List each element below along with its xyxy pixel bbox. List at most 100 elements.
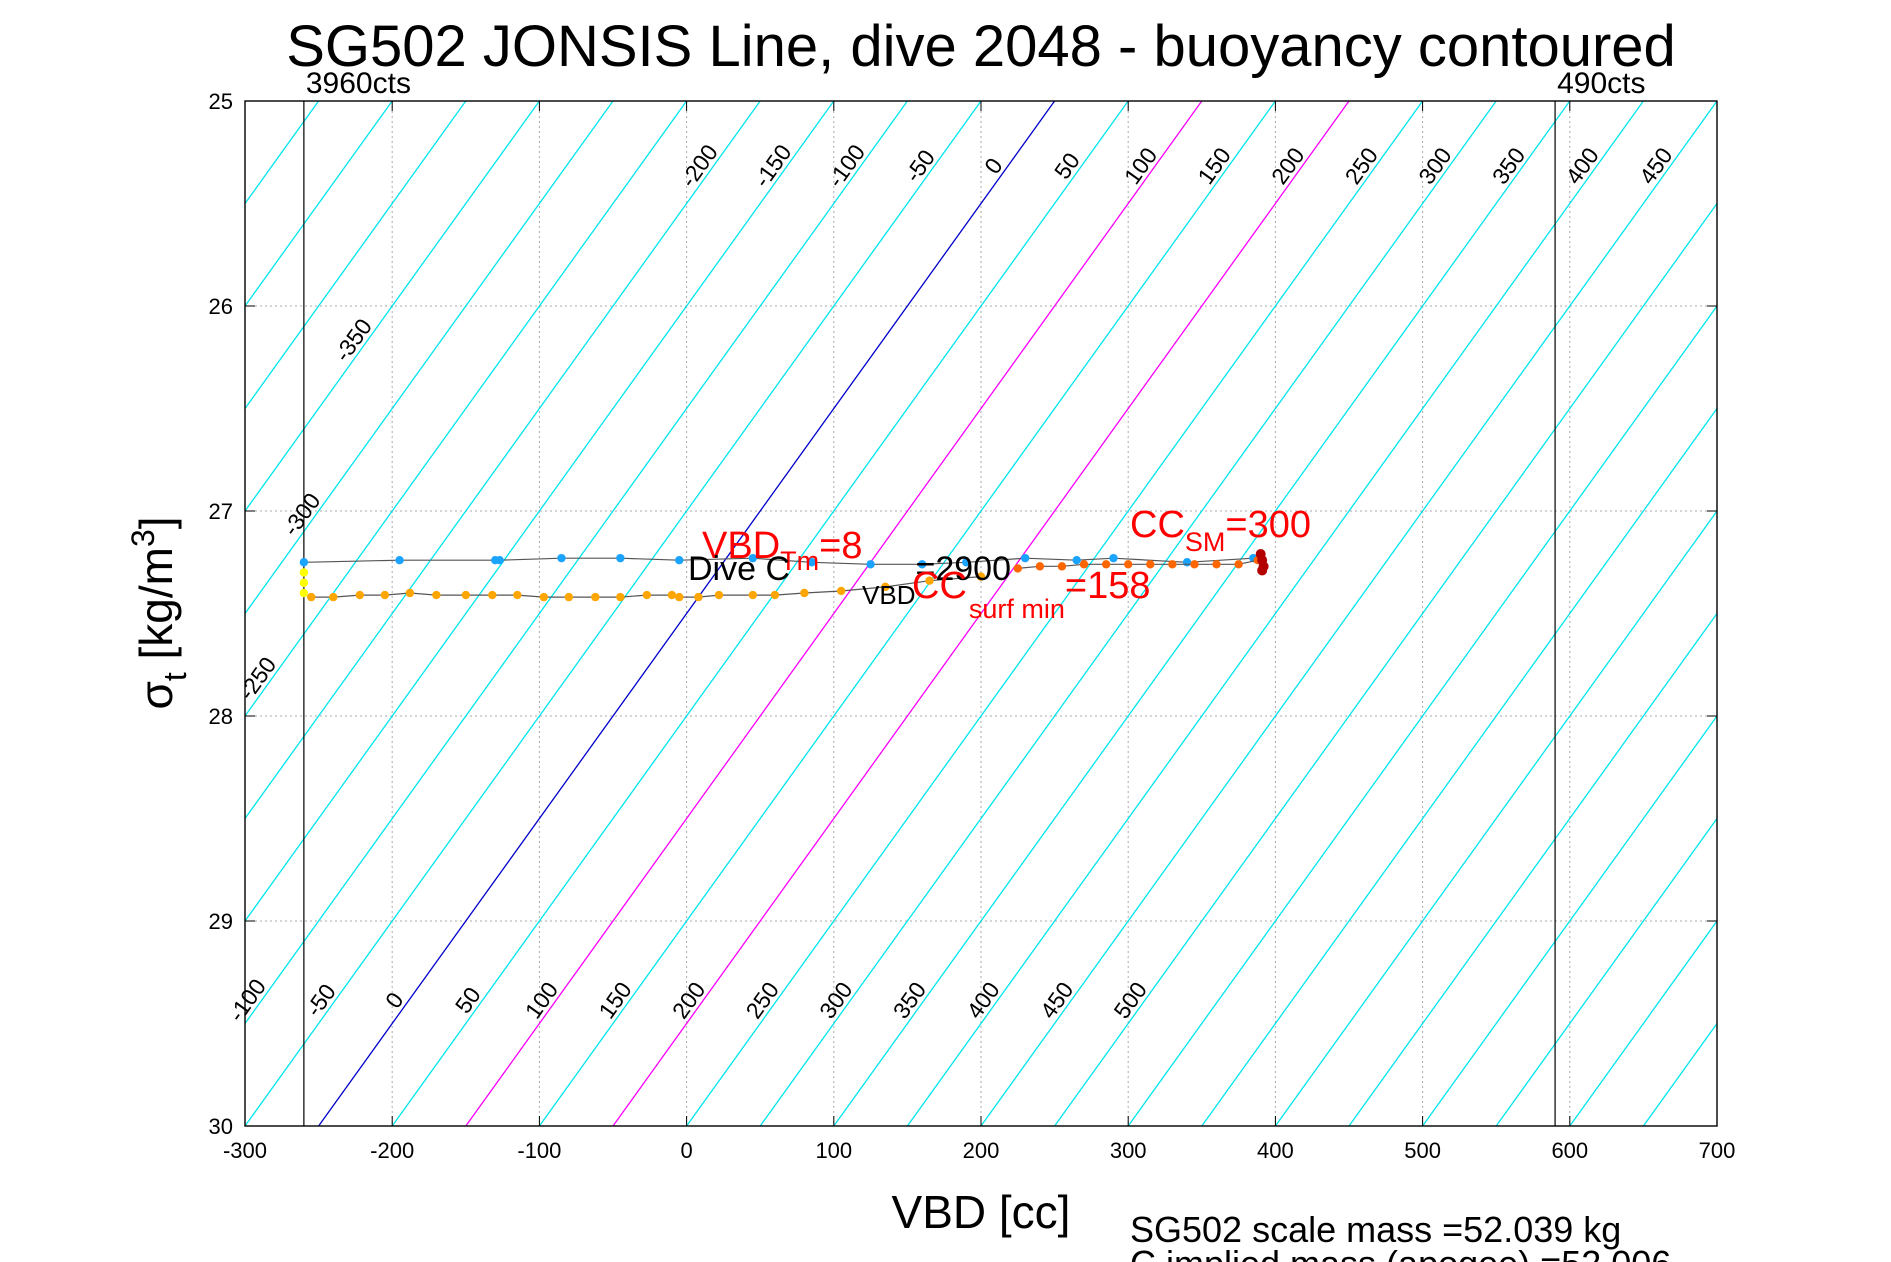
series-point <box>1101 560 1111 569</box>
series-point <box>881 582 890 592</box>
chart-title: SG502 JONSIS Line, dive 2048 - buoyancy … <box>286 14 1676 79</box>
buoyancy-contour-line <box>245 101 688 718</box>
count-line-label: 490cts <box>1557 67 1645 100</box>
buoyancy-contour-line <box>759 101 1497 1126</box>
contour-label-bottom: 100 <box>520 977 564 1023</box>
x-tick-label: -200 <box>370 1138 414 1163</box>
annotation-cc-sm-main: CC <box>1130 504 1185 546</box>
data-series <box>299 549 1269 602</box>
buoyancy-contour-line <box>0 101 98 1126</box>
series-point <box>1190 560 1199 569</box>
contour-label-top: 400 <box>1560 143 1604 189</box>
series-point <box>1234 560 1243 569</box>
y-tick-label: 25 <box>209 89 233 114</box>
buoyancy-contour-line <box>612 101 1350 1126</box>
contour-label-top: 250 <box>1340 143 1384 189</box>
buoyancy-contour-line <box>245 101 908 1025</box>
y-tick-label: 26 <box>209 294 233 319</box>
series-point <box>395 556 404 565</box>
svg-text:σt [kg/m3]: σt [kg/m3] <box>125 516 193 709</box>
buoyancy-contour-line <box>465 101 1203 1126</box>
annotation-vbd-tm: VBDTm=8 <box>702 525 862 576</box>
series-point <box>1072 556 1081 565</box>
x-tick-label: 200 <box>963 1138 1000 1163</box>
y-tick-label: 29 <box>209 909 233 934</box>
series-point <box>925 576 934 585</box>
series-point <box>1182 558 1192 567</box>
axis-ticks: -300 -200 -100 0 100 200 300 400 500 600 700252627… <box>209 89 1736 1163</box>
y-axis-title-close: ] <box>130 516 182 529</box>
buoyancy-contour-line <box>245 101 540 513</box>
buoyancy-contour-line <box>1569 919 1717 1126</box>
series-point <box>1057 562 1067 571</box>
series-point <box>616 592 625 602</box>
buoyancy-contour-line <box>245 101 761 820</box>
series-point <box>694 592 703 602</box>
contour-label-bottom: 450 <box>1035 977 1079 1023</box>
series-point <box>432 590 441 600</box>
series-point <box>976 572 986 581</box>
series-point <box>748 553 758 563</box>
buoyancy-contour-line <box>318 101 1056 1126</box>
annotation-vbd-tm-main: VBD <box>702 525 780 567</box>
x-tick-label: 600 <box>1551 1138 1588 1163</box>
contour-label-top: 50 <box>1049 148 1085 184</box>
series-point <box>675 556 684 565</box>
series-point <box>748 590 758 600</box>
series-point <box>1257 565 1268 576</box>
contour-label-bottom: -50 <box>300 979 341 1021</box>
series-point <box>807 558 816 567</box>
y-axis-title-sub: t <box>157 672 193 681</box>
footer-line-implied-mass: C implied mass (apogee) =52.006 <box>1130 1243 1671 1262</box>
contour-label-bottom: 300 <box>814 977 858 1023</box>
buoyancy-contour-line <box>1422 714 1717 1126</box>
buoyancy-contour-line <box>1201 407 1717 1126</box>
contour-label-top: 300 <box>1413 143 1457 189</box>
contour-label-top: 350 <box>1487 143 1531 189</box>
buoyancy-contour-line <box>245 101 467 410</box>
annotation-cc-sm-sub: SM <box>1185 527 1226 557</box>
contour-label-top: -150 <box>749 139 797 192</box>
contour-label-top: 0 <box>979 153 1008 179</box>
series-point <box>461 590 470 600</box>
buoyancy-contour-line <box>245 101 982 1126</box>
annotation-vbd-tm-value: =8 <box>819 525 862 567</box>
y-axis-title-units: [kg/m <box>130 547 182 672</box>
series-point <box>380 590 390 600</box>
series-point <box>1146 560 1155 569</box>
series-point <box>616 553 625 563</box>
contour-label-bottom: 250 <box>740 977 784 1023</box>
series-point <box>836 586 846 596</box>
y-axis-title-main: σ <box>130 681 182 709</box>
buoyancy-contour-line <box>833 101 1571 1126</box>
contour-label-top: 200 <box>1266 143 1310 189</box>
annotation-dive-c-sub: VBD <box>862 580 915 610</box>
contour-label-bottom: 0 <box>380 987 409 1013</box>
contour-label-top: -350 <box>329 314 377 367</box>
series-point <box>513 590 522 600</box>
contour-label-top: 450 <box>1634 143 1678 189</box>
x-tick-label: -100 <box>517 1138 561 1163</box>
series-point <box>539 592 549 602</box>
series-point <box>1109 553 1118 563</box>
series-point <box>866 560 875 569</box>
contour-label-top: -250 <box>233 652 281 705</box>
y-tick-label: 27 <box>209 499 233 524</box>
x-tick-label: 700 <box>1699 1138 1736 1163</box>
y-tick-label: 28 <box>209 704 233 729</box>
series-point <box>329 592 338 602</box>
x-tick-label: 100 <box>815 1138 852 1163</box>
contour-label-top: -100 <box>822 139 870 192</box>
x-tick-label: 0 <box>680 1138 692 1163</box>
series-point <box>1168 560 1177 569</box>
series-point <box>405 588 415 598</box>
x-tick-label: 500 <box>1404 1138 1441 1163</box>
series-point <box>917 560 927 569</box>
series-point <box>299 578 309 587</box>
contour-label-bottom: 350 <box>888 977 932 1023</box>
buoyancy-contour-line <box>1495 817 1717 1126</box>
series-point <box>299 558 309 567</box>
buoyancy-contour-line <box>0 101 24 1126</box>
contour-label-top: 150 <box>1192 143 1236 189</box>
